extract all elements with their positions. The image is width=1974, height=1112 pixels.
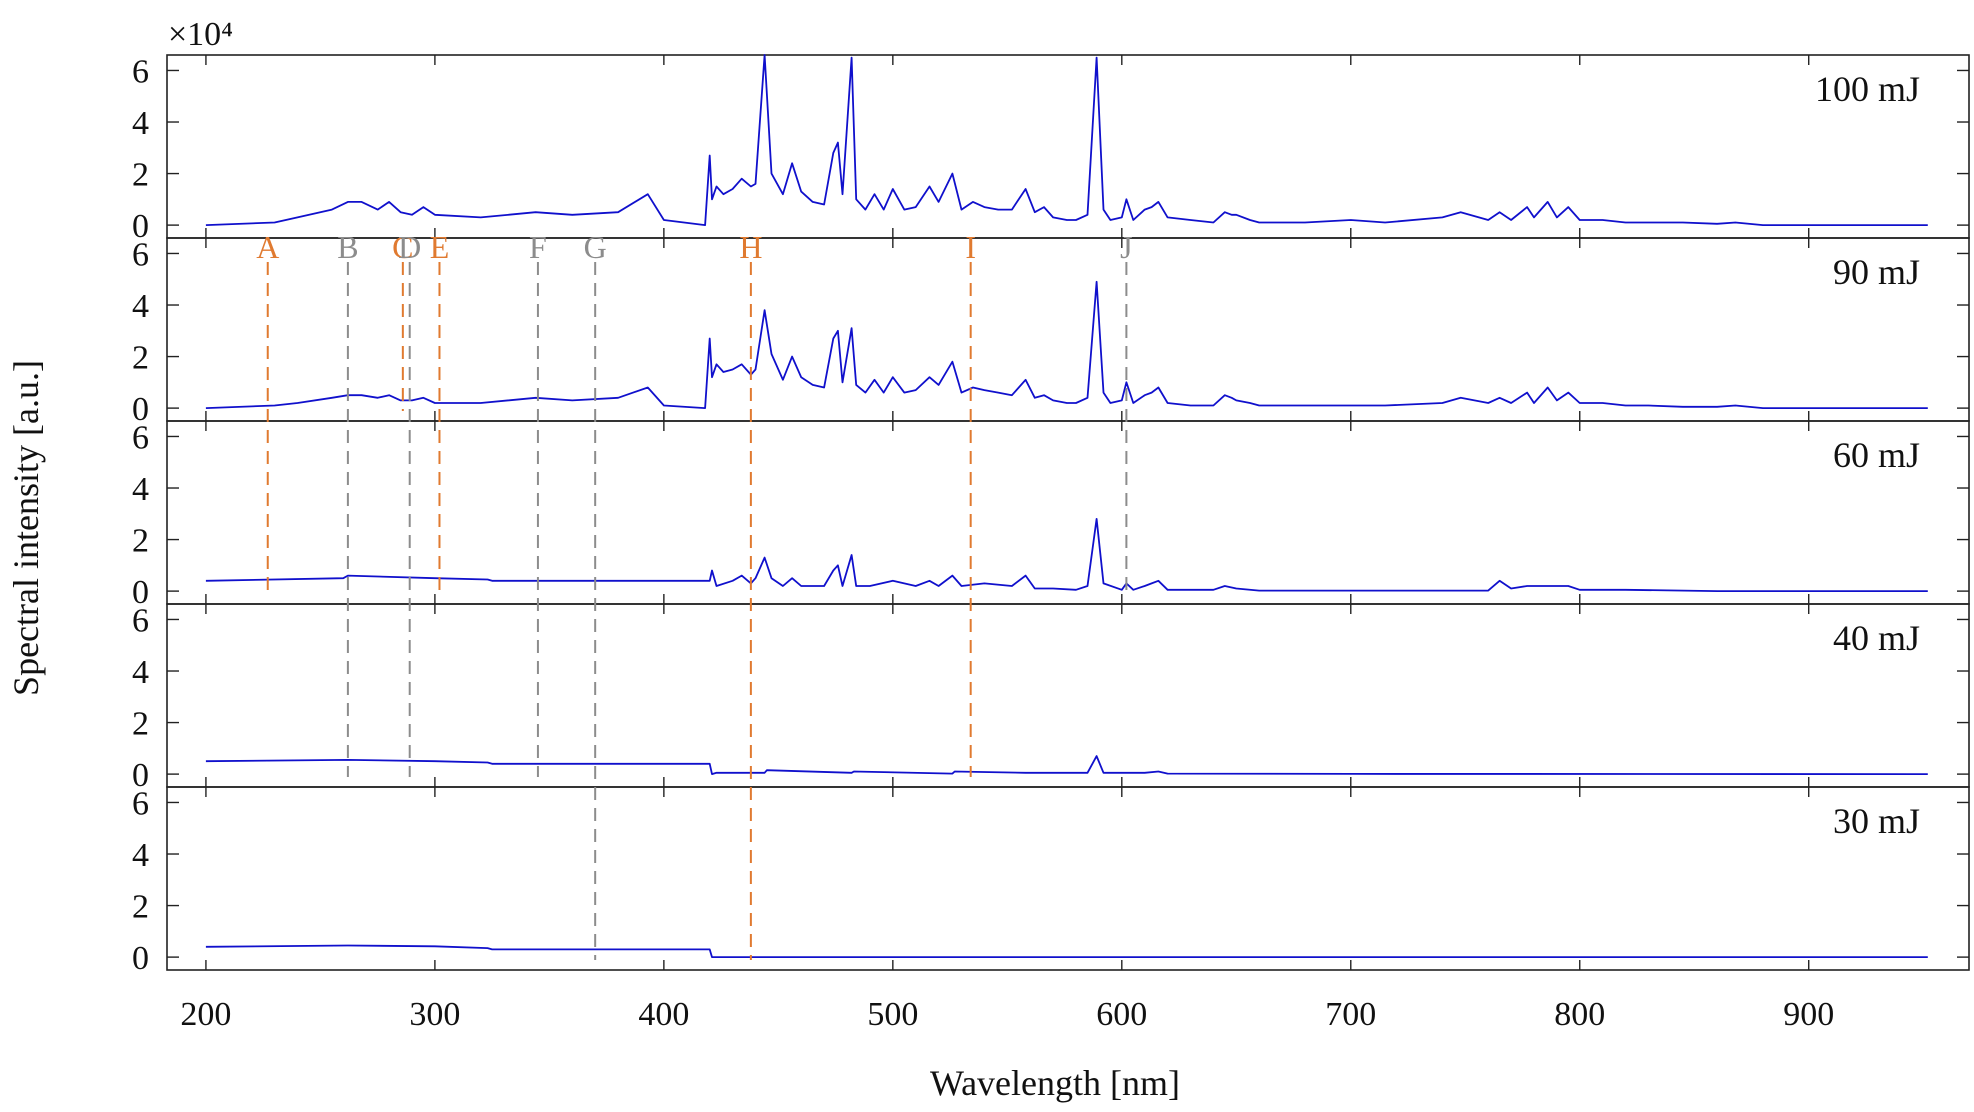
panel-frame	[166, 420, 1970, 605]
panel-energy-label: 90 mJ	[1833, 252, 1920, 292]
marker-d: D	[398, 229, 421, 777]
spectrum-line	[205, 518, 1928, 592]
y-tick-label: 4	[132, 837, 149, 874]
y-tick-label: 4	[132, 471, 149, 508]
panel-energy-label: 40 mJ	[1833, 618, 1920, 658]
y-tick-label: 2	[132, 157, 149, 194]
y-axis-label: Spectral intensity [a.u.]	[6, 360, 46, 696]
marker-b: B	[337, 229, 359, 777]
y-tick-label: 6	[132, 236, 149, 273]
x-tick-labels: 200 300 400 500 600 700 800 900	[180, 996, 1834, 1033]
marker-i: I	[965, 229, 976, 777]
marker-j: J	[1120, 229, 1133, 594]
spectra-panels: 0 2 4 6 100 mJ 0 2 4 6 90 mJ 0 2 4 6 60 mJ 0 2 4 6 40 mJ 0 2 4…	[132, 53, 1970, 977]
marker-label: E	[430, 229, 450, 265]
marker-label: A	[256, 229, 279, 265]
panel-energy-label: 60 mJ	[1833, 435, 1920, 475]
x-tick-label: 800	[1554, 996, 1605, 1033]
x-tick-label: 500	[867, 996, 918, 1033]
y-exponent-label: ×10⁴	[168, 16, 233, 53]
y-tick-label: 2	[132, 340, 149, 377]
panel-energy-label: 100 mJ	[1815, 69, 1920, 109]
y-tick-label: 0	[132, 574, 149, 611]
y-tick-label: 6	[132, 419, 149, 456]
y-tick-label: 4	[132, 654, 149, 691]
y-tick-label: 4	[132, 288, 149, 325]
panel-frame	[166, 237, 1970, 422]
y-tick-label: 0	[132, 940, 149, 977]
spectrum-panel: 0 2 4 6 30 mJ	[132, 785, 1970, 977]
x-tick-label: 200	[180, 996, 231, 1033]
marker-label: F	[529, 229, 547, 265]
marker-label: G	[584, 229, 607, 265]
marker-label: B	[337, 229, 358, 265]
marker-label: I	[965, 229, 976, 265]
spectrum-line	[205, 280, 1928, 410]
marker-label: C	[392, 229, 413, 265]
spectrum-panel: 0 2 4 6 40 mJ	[132, 602, 1970, 794]
x-tick-label: 600	[1096, 996, 1147, 1033]
y-tick-label: 0	[132, 757, 149, 794]
x-tick-label: 700	[1325, 996, 1376, 1033]
y-tick-label: 6	[132, 785, 149, 822]
marker-a: A	[256, 229, 279, 594]
marker-e: E	[430, 229, 450, 594]
emission-line-markers: A B CD E F G H I J	[256, 229, 1133, 960]
marker-label: J	[1120, 229, 1132, 265]
marker-label: H	[739, 229, 762, 265]
y-tick-label: 4	[132, 105, 149, 142]
spectrum-panel: 0 2 4 6 90 mJ	[132, 236, 1970, 428]
y-tick-label: 0	[132, 208, 149, 245]
panel-frame	[166, 786, 1970, 971]
y-tick-label: 6	[132, 602, 149, 639]
x-tick-label: 400	[638, 996, 689, 1033]
x-tick-label: 300	[409, 996, 460, 1033]
spectrum-panel: 0 2 4 6 60 mJ	[132, 419, 1970, 611]
marker-label: D	[398, 229, 421, 265]
marker-f: F	[529, 229, 547, 777]
marker-c: C	[392, 229, 414, 411]
marker-h: H	[739, 229, 762, 960]
y-tick-label: 6	[132, 53, 149, 90]
x-axis-label: Wavelength [nm]	[930, 1063, 1180, 1103]
x-tick-label: 900	[1783, 996, 1834, 1033]
panel-frame	[166, 54, 1970, 239]
y-tick-label: 2	[132, 706, 149, 743]
y-tick-label: 2	[132, 523, 149, 560]
spectrum-line	[205, 944, 1928, 958]
marker-g: G	[584, 229, 607, 960]
spectrum-line	[205, 755, 1928, 775]
panel-energy-label: 30 mJ	[1833, 801, 1920, 841]
spectrum-panel: 0 2 4 6 100 mJ	[132, 53, 1970, 245]
spectrum-line	[205, 54, 1928, 227]
y-tick-label: 0	[132, 391, 149, 428]
panel-frame	[166, 603, 1970, 788]
y-tick-label: 2	[132, 889, 149, 926]
